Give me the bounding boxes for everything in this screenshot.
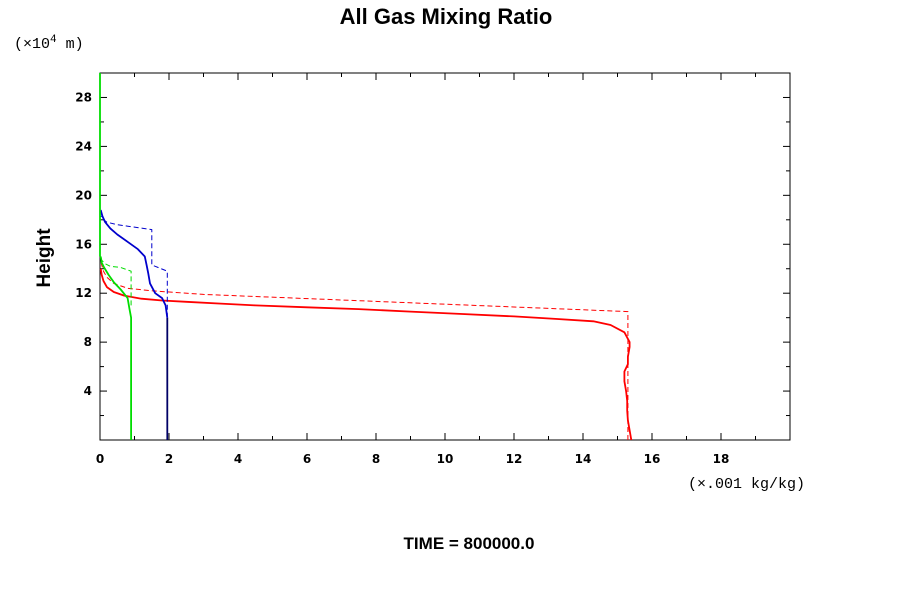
series-line-1 [99,268,633,441]
y-tick-label: 20 [75,188,92,202]
series-line-7 [100,256,132,306]
x-tick-label: 16 [644,452,661,466]
y-unit-suffix: m) [57,36,84,53]
x-tick-label: 18 [713,452,730,466]
series-group [99,73,633,441]
y-tick-label: 8 [84,335,92,349]
y-unit-label: (×104 m) [14,34,84,53]
y-tick-label: 16 [75,237,92,251]
chart-title: All Gas Mixing Ratio [340,4,553,29]
x-tick-label: 6 [303,452,311,466]
y-axis-label: Height [34,228,55,288]
x-tick-label: 0 [96,452,104,466]
series-line-4 [100,215,168,318]
axis-ticks [99,72,791,441]
y-tick-label: 28 [75,90,92,104]
y-tick-label: 12 [75,286,92,300]
series-line-6 [99,256,133,440]
x-tick-label: 4 [234,452,242,466]
series-line-3 [99,209,169,318]
x-tick-label: 2 [165,452,173,466]
y-tick-label: 4 [84,384,92,398]
x-tick-label: 14 [575,452,592,466]
y-unit-exponent: 4 [50,34,57,46]
x-tick-label: 12 [506,452,523,466]
series-line-2 [100,260,629,440]
x-tick-label: 8 [372,452,380,466]
y-tick-label: 24 [75,139,92,153]
plot-frame [99,72,791,441]
time-label: TIME = 800000.0 [404,534,535,553]
x-tick-label: 10 [437,452,454,466]
x-axis-label: (×.001 kg/kg) [688,476,805,493]
y-unit-prefix: (×10 [14,36,50,53]
